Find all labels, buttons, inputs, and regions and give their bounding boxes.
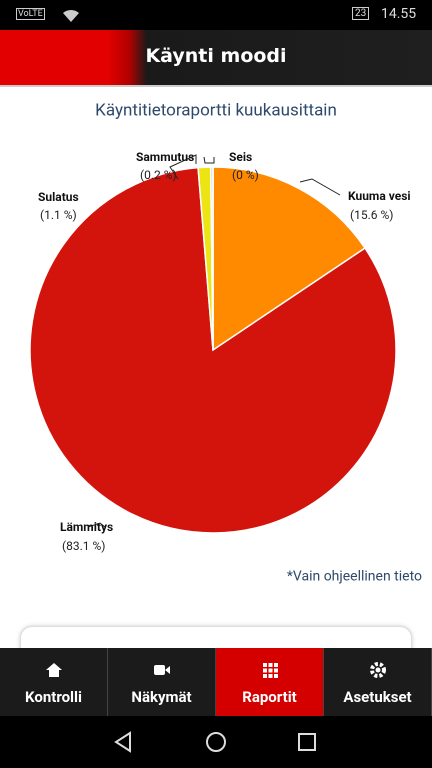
header-title: Käynti moodi bbox=[145, 45, 287, 67]
tab-icon bbox=[45, 663, 62, 677]
tab-label: Raportit bbox=[242, 688, 297, 706]
nav-tab[interactable]: Raportit bbox=[216, 648, 324, 716]
chart-title: Käyntitietoraportti kuukausittain bbox=[95, 100, 337, 120]
header: Käynti moodi bbox=[0, 30, 432, 87]
network-label: VoLTE bbox=[16, 8, 45, 20]
leader-lines bbox=[87, 154, 341, 528]
slice-value-label: (0 %) bbox=[232, 168, 259, 182]
system-buttons bbox=[114, 731, 316, 753]
clock: 14.55 bbox=[381, 6, 417, 22]
slice-label: Sammutus bbox=[136, 150, 194, 164]
pie-slice bbox=[212, 166, 367, 352]
tab-label: Kontrolli bbox=[25, 688, 82, 706]
slice-value-label: (0.2 %) bbox=[140, 168, 177, 182]
note: *Vain ohjeellinen tieto bbox=[287, 569, 422, 585]
tab-label: Näkymät bbox=[131, 688, 192, 706]
tab-label: Asetukset bbox=[343, 688, 412, 706]
slice-value-label: (83.1 %) bbox=[62, 539, 105, 553]
slice-label: Sulatus bbox=[38, 190, 79, 204]
bottom-nav: Kontrolli Näkymät Raportit Asetukset bbox=[0, 648, 432, 716]
system-nav bbox=[0, 716, 432, 768]
status-bar: VoLTE 23 14.55 bbox=[0, 0, 432, 30]
chart: Käyntitietoraportti kuukausittain *Vain … bbox=[29, 100, 422, 585]
nav-tab[interactable]: Kontrolli bbox=[0, 648, 108, 716]
nav-tab[interactable]: Asetukset bbox=[324, 648, 432, 716]
slice-value-label: (15.6 %) bbox=[350, 208, 393, 222]
tab-icon bbox=[262, 663, 278, 678]
nav-tab[interactable]: Näkymät bbox=[108, 648, 216, 716]
battery: 23 bbox=[352, 7, 370, 20]
wifi-icon bbox=[63, 9, 79, 22]
slice-value-label: (1.1 %) bbox=[40, 208, 77, 222]
slice-label: Seis bbox=[229, 150, 252, 164]
pie-slice bbox=[29, 166, 397, 534]
slice-label: Lämmitys bbox=[60, 520, 113, 534]
slice-label: Kuuma vesi bbox=[348, 189, 411, 203]
tab-icon bbox=[369, 662, 386, 678]
tab-icon bbox=[153, 665, 170, 675]
